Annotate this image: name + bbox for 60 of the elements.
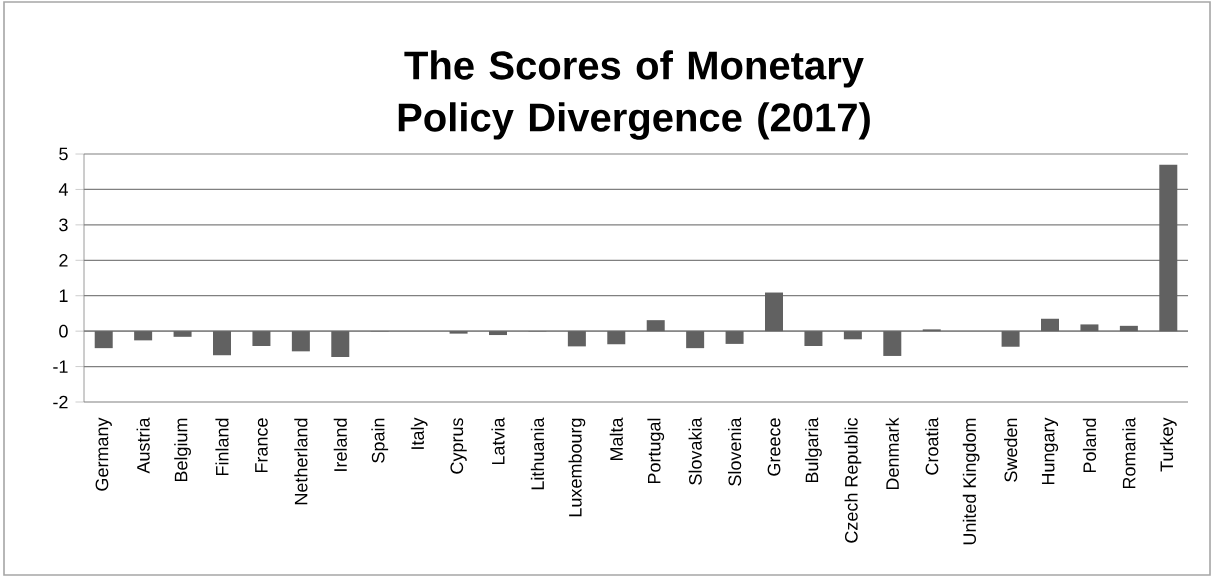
y-tick-label: 5: [59, 147, 68, 161]
bar: [883, 331, 902, 356]
bar: [489, 331, 508, 336]
bar: [1159, 164, 1178, 332]
x-tick-label: Netherland: [294, 418, 308, 505]
x-tick-label: Denmark: [885, 417, 899, 490]
bar: [1080, 324, 1099, 332]
x-tick-label: Cyprus: [450, 418, 467, 474]
chart-title: The Scores of Monetary Policy Divergence (2017): [398, 50, 870, 140]
x-tick-label: Latvia: [491, 417, 505, 465]
bar: [1119, 325, 1138, 332]
bar: [173, 331, 192, 337]
x-tick-label: Hungary: [1041, 417, 1059, 485]
x-tick-label: Lithuania: [530, 417, 545, 490]
y-tick-label: -1: [53, 360, 68, 373]
x-tick-label: Malta: [609, 417, 623, 461]
x-tick-label: Slovakia: [688, 417, 702, 485]
bar: [331, 331, 350, 358]
x-tick-label: Portugal: [647, 418, 665, 484]
x-tick-label: France: [255, 418, 268, 473]
y-tick-label: 1: [59, 289, 68, 302]
bar: [94, 331, 113, 349]
bar: [725, 331, 744, 344]
bar: [646, 320, 665, 332]
bar: [1001, 331, 1020, 347]
bar: [567, 331, 586, 347]
x-tick-label: Luxembourg: [568, 418, 586, 517]
y-tick-label: -2: [53, 395, 68, 409]
x-tick-label: Turkey: [1159, 417, 1177, 472]
x-tick-label: Slovenia: [727, 417, 742, 486]
bar: [134, 331, 153, 341]
y-tick-label: 4: [58, 183, 68, 196]
x-tick-label: Greece: [767, 418, 781, 476]
bar: [291, 331, 310, 352]
y-tick-label: 3: [59, 218, 68, 232]
bar: [607, 331, 626, 345]
bar: [765, 292, 784, 332]
x-tick-label: Austria: [136, 417, 150, 474]
bar: [1041, 318, 1060, 332]
y-tick-label: 2: [59, 254, 68, 267]
bar: [804, 331, 823, 347]
x-tick-label: Spain: [371, 418, 389, 463]
x-tick-label: Germany: [95, 417, 112, 491]
x-tick-label: Belgium: [174, 418, 191, 482]
x-tick-label: Poland: [1082, 418, 1097, 473]
bar: [252, 331, 271, 347]
x-tick-label: United Kingdom: [962, 418, 980, 545]
x-tick-label: Sweden: [1003, 418, 1018, 482]
bar: [213, 331, 231, 356]
x-tick-label: Finland: [215, 418, 229, 476]
bar: [449, 331, 468, 334]
bar: [686, 331, 705, 349]
x-tick-label: Croatia: [925, 417, 939, 475]
x-tick-label: Czech Republic: [844, 418, 862, 543]
y-tick-label: 0: [59, 324, 68, 338]
x-tick-label: Ireland: [333, 418, 347, 471]
x-tick-label: Italy: [410, 417, 428, 449]
x-tick-label: Romania: [1122, 417, 1136, 489]
bar: [843, 331, 862, 340]
x-tick-label: Bulgaria: [805, 417, 822, 483]
